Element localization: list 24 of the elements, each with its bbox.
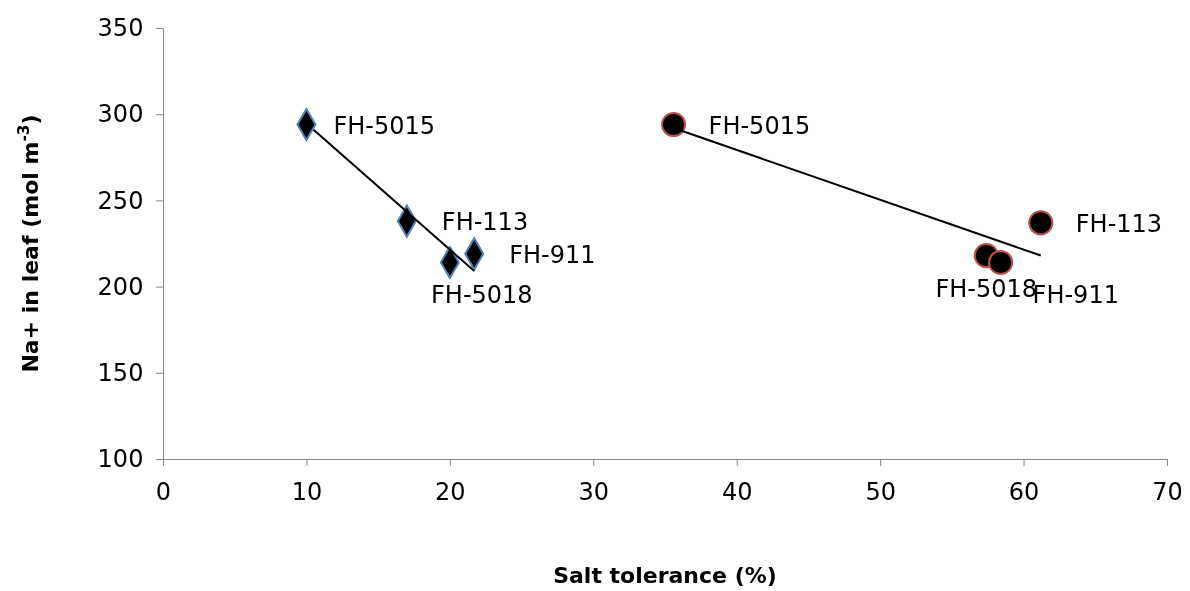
annotation: FH-5015: [333, 111, 436, 140]
x-tick-label: 20: [435, 478, 466, 507]
annotation: FH-911: [509, 240, 596, 269]
y-tick-label: 150: [97, 358, 144, 387]
x-tick-label: 60: [1008, 478, 1040, 507]
x-axis-title: Salt tolerance (%): [553, 563, 777, 588]
y-tick-label: 100: [97, 445, 144, 474]
x-tick-label: 10: [291, 478, 323, 507]
x-tick-label: 0: [155, 478, 172, 507]
x-tick-label: 40: [721, 478, 753, 507]
x-tick-label: 70: [1152, 478, 1183, 507]
y-tick-label: 200: [97, 272, 144, 301]
y-tick-label: 350: [97, 14, 144, 43]
y-tick-label: 250: [97, 186, 144, 215]
annotation: FH-113: [1075, 209, 1163, 238]
point: [1028, 210, 1054, 236]
point: [661, 112, 687, 138]
x-tick-label: 30: [578, 478, 610, 507]
annotation: FH-5015: [708, 111, 811, 140]
annotation: FH-113: [441, 208, 529, 237]
point: [988, 249, 1014, 275]
y-tick-label: 300: [97, 100, 144, 129]
annotation: FH-5018: [431, 281, 533, 310]
x-tick-label: 50: [865, 478, 896, 507]
